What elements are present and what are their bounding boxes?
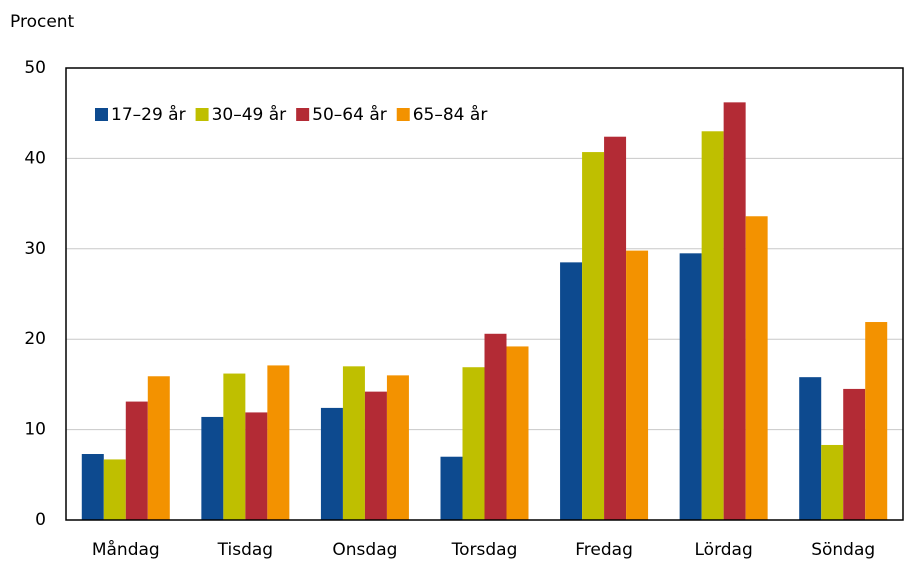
bar (626, 250, 649, 520)
x-tick-label: Tisdag (217, 540, 273, 560)
x-tick-label: Söndag (811, 540, 875, 560)
bar (799, 377, 822, 520)
y-tick-label: 50 (24, 58, 46, 78)
legend-swatch (195, 108, 209, 121)
y-axis-label: Procent (10, 12, 75, 32)
x-tick-label: Lördag (695, 540, 753, 560)
bar (342, 366, 365, 520)
legend-swatch (296, 108, 310, 121)
y-tick-label: 0 (35, 510, 46, 530)
legend-swatch (95, 108, 108, 121)
bar (604, 136, 627, 521)
y-tick-label: 20 (24, 329, 46, 349)
bar (125, 401, 148, 520)
bar (245, 412, 268, 520)
bar (462, 367, 485, 520)
x-tick-label: Måndag (92, 539, 160, 560)
x-tick-label: Onsdag (332, 540, 397, 560)
bar (560, 262, 583, 520)
bar (364, 391, 387, 520)
bar (81, 454, 104, 520)
y-tick-label: 10 (24, 420, 46, 440)
bar (267, 365, 290, 520)
bar (320, 407, 343, 520)
x-tick-label: Torsdag (451, 540, 518, 560)
y-tick-label: 40 (24, 148, 46, 168)
legend-label: 50–64 år (312, 104, 387, 125)
bar (679, 253, 702, 520)
y-tick-label: 30 (24, 239, 46, 259)
bar (865, 322, 888, 520)
plot-frame (65, 67, 904, 521)
bar (745, 216, 768, 521)
bar (201, 416, 224, 520)
bar (843, 388, 866, 520)
bar (582, 152, 605, 520)
bar (103, 459, 126, 520)
bar (506, 346, 529, 520)
legend-label: 65–84 år (413, 104, 488, 125)
legend-label: 30–49 år (212, 104, 287, 125)
bar (821, 444, 844, 520)
bar (386, 375, 409, 520)
bar (484, 333, 507, 520)
bar (723, 102, 746, 521)
legend-swatch (396, 108, 410, 121)
x-tick-label: Fredag (575, 540, 633, 560)
bar (223, 373, 246, 520)
bar (147, 376, 170, 520)
bar (440, 456, 463, 520)
bar (701, 131, 724, 520)
legend-label: 17–29 år (111, 104, 186, 125)
